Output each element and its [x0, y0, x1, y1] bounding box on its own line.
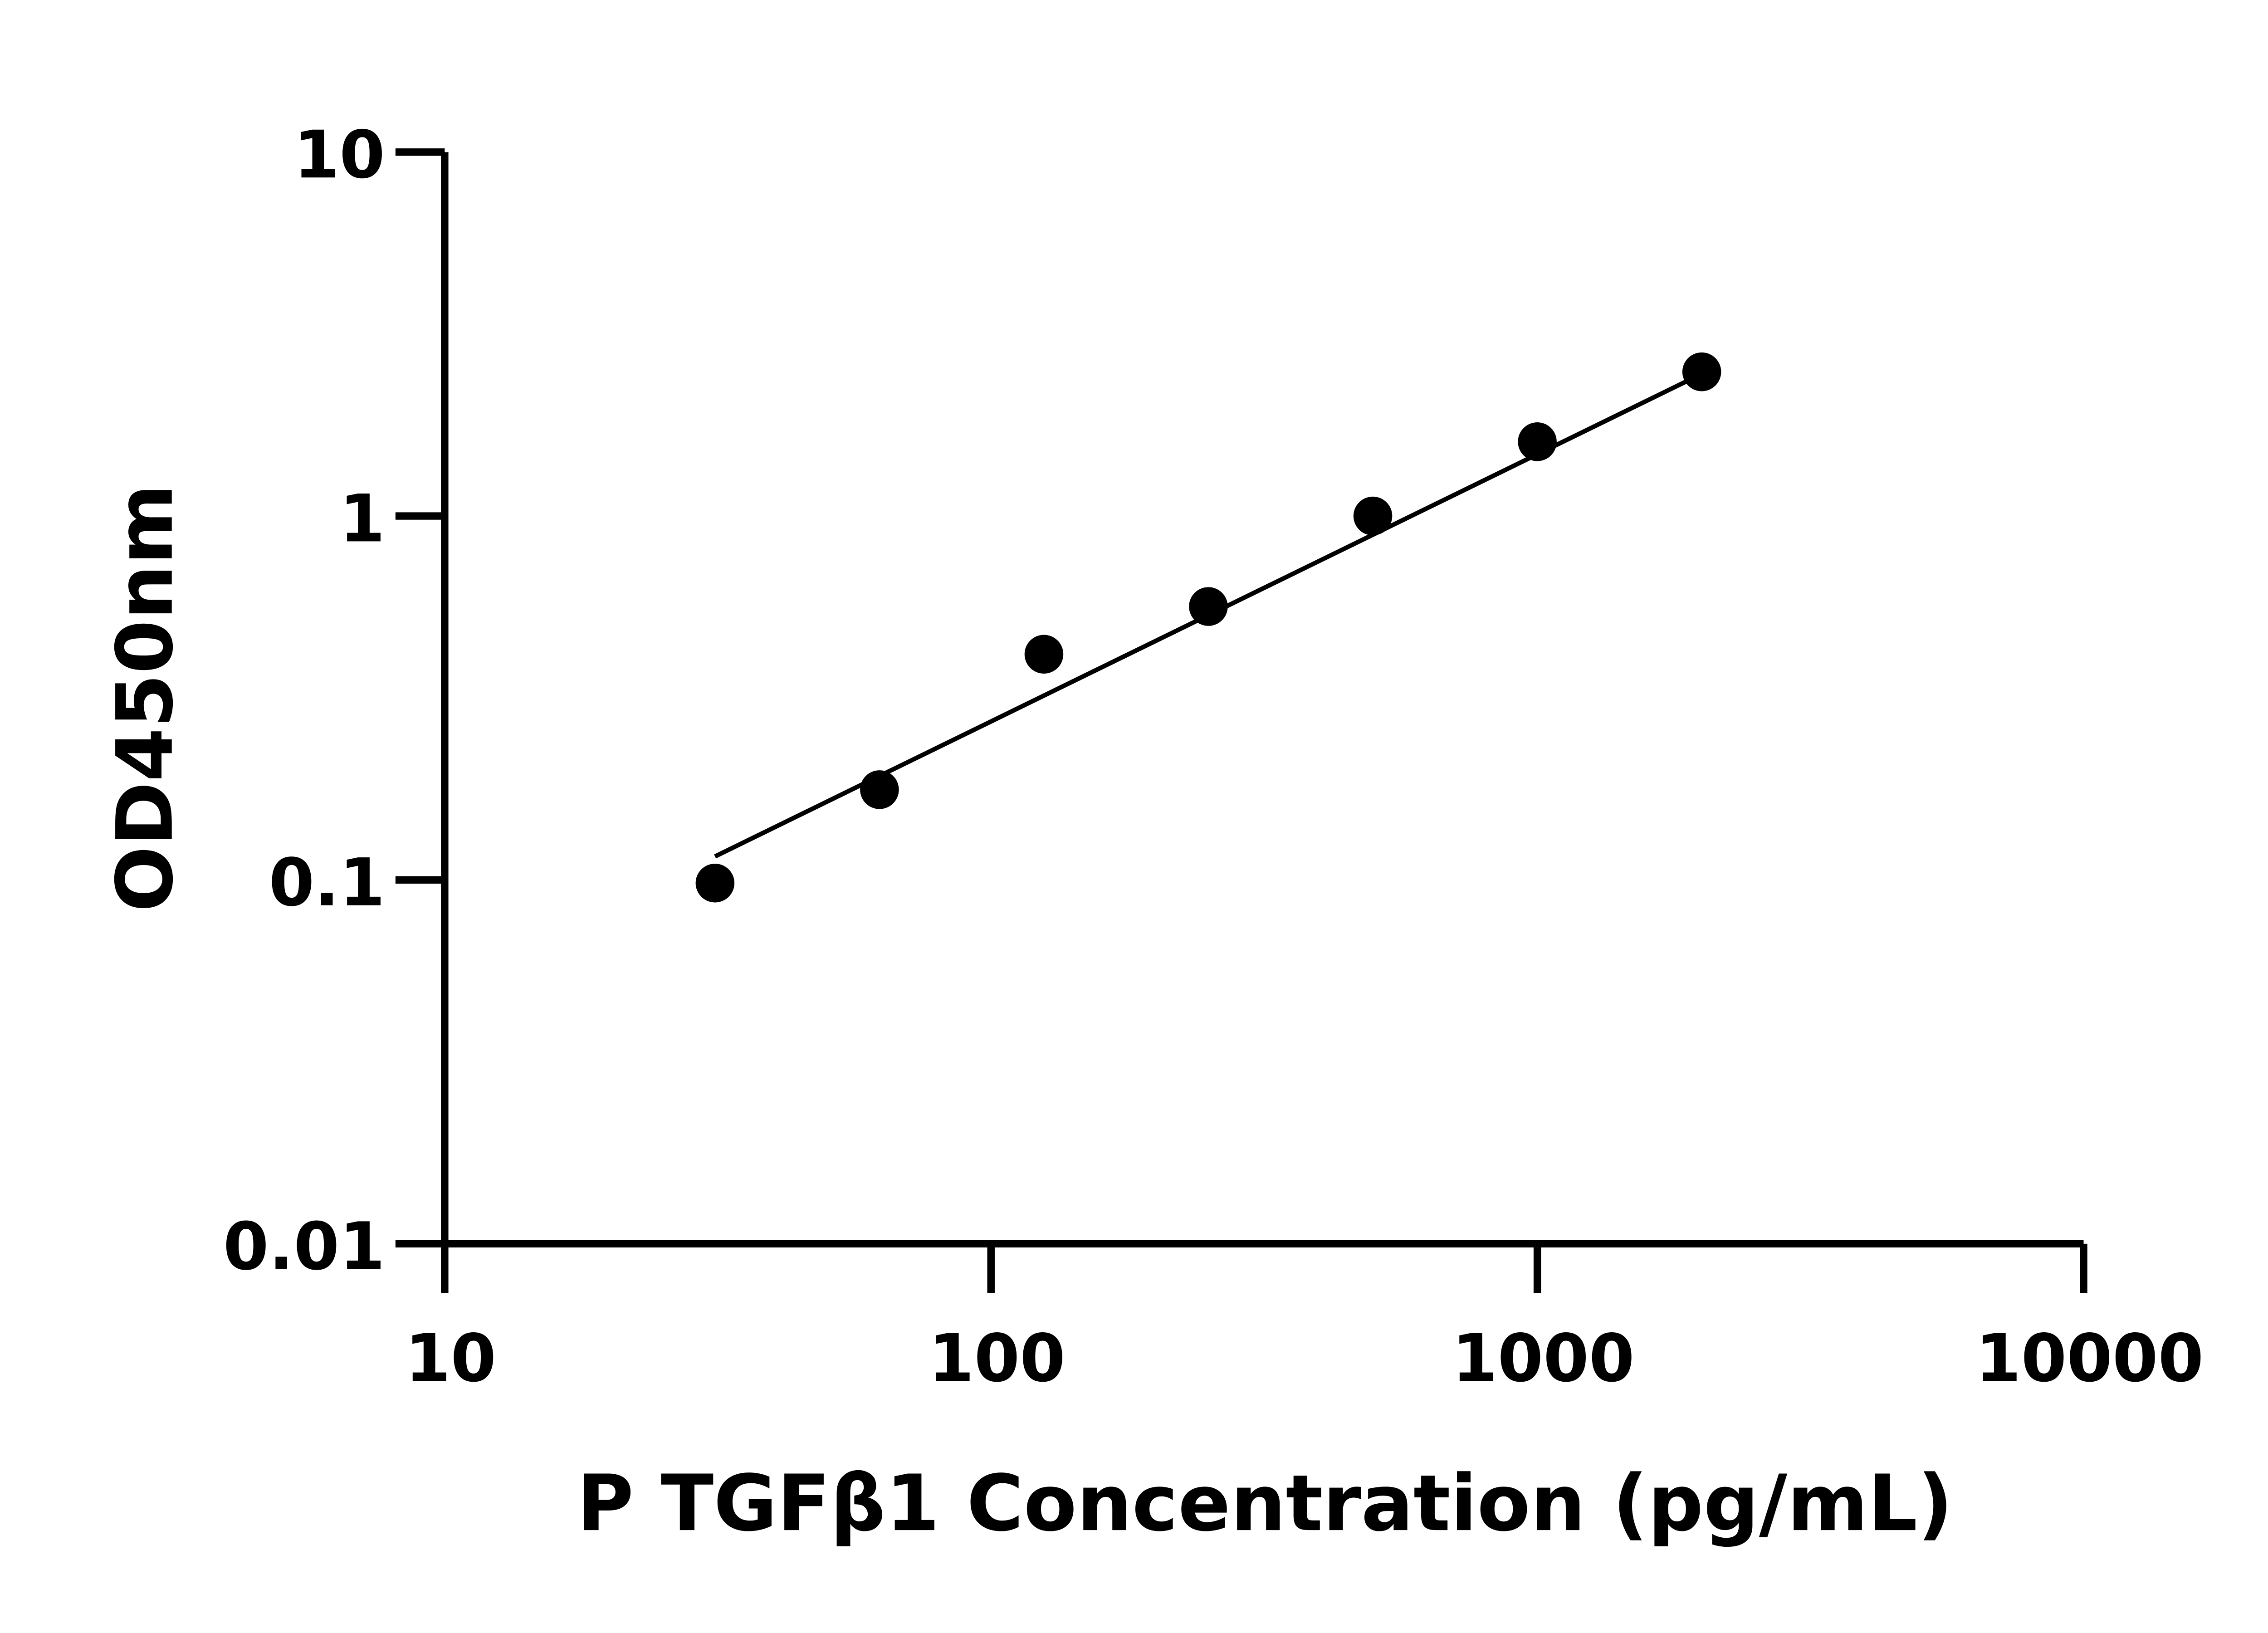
y-axis-title: OD450nm — [100, 484, 191, 912]
x-tick-label: 10000 — [1975, 1320, 2204, 1397]
x-axis-title: P TGFβ1 Concentration (pg/mL) — [577, 1458, 1953, 1549]
y-tick-label: 1 — [339, 481, 385, 557]
data-point — [1024, 635, 1064, 674]
x-tick-label: 100 — [929, 1320, 1066, 1397]
data-point — [1353, 496, 1393, 536]
y-tick-label: 0.1 — [269, 845, 385, 921]
x-tick-label: 10 — [405, 1320, 496, 1397]
data-point — [1189, 587, 1228, 626]
y-tick-label: 10 — [294, 117, 385, 193]
data-point — [860, 770, 899, 809]
data-point — [695, 864, 735, 903]
data-point — [1682, 352, 1721, 391]
y-tick-label: 0.01 — [223, 1209, 385, 1285]
data-point — [1518, 422, 1557, 461]
x-tick-label: 1000 — [1452, 1320, 1635, 1397]
marks — [695, 352, 1721, 903]
axes: 10 100 1000 10000 0.01 0.1 1 10 — [223, 117, 2204, 1397]
